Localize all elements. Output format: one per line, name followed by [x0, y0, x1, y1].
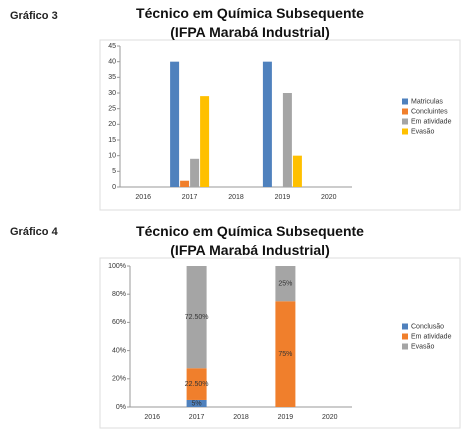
legend-swatch [402, 343, 408, 350]
legend-label: Em atividade [411, 118, 452, 125]
x-tick-label: 2017 [189, 414, 205, 421]
figure-label: Gráfico 4 [10, 226, 58, 238]
legend-label: Concluintes [411, 108, 448, 115]
x-tick-label: 2020 [322, 414, 338, 421]
legend-label: Conclusão [411, 323, 444, 330]
data-label: 72.50% [185, 314, 209, 321]
y-tick-label: 0% [116, 404, 126, 411]
y-tick-label: 10 [108, 153, 116, 160]
legend-swatch [402, 108, 408, 115]
figure-label: Gráfico 3 [10, 10, 58, 22]
y-tick-label: 35 [108, 74, 116, 81]
bar-segment [186, 368, 207, 400]
bar-segment [186, 266, 207, 369]
bar [200, 96, 210, 187]
legend-label: Em atividade [411, 333, 452, 340]
data-label: 22.50% [185, 381, 209, 388]
chart-frame [99, 257, 461, 429]
x-tick-label: 2016 [144, 414, 160, 421]
x-tick-label: 2018 [228, 194, 244, 201]
legend-label: Matriculas [411, 98, 443, 105]
chart-title: Técnico em Química Subsequente (IFPA Mar… [136, 5, 364, 40]
bar-segment [186, 399, 207, 407]
x-tick-label: 2017 [182, 194, 198, 201]
y-tick-label: 45 [108, 43, 116, 50]
data-label: 75% [278, 351, 292, 358]
legend-label: Evasão [411, 343, 434, 350]
y-tick-label: 20% [112, 376, 126, 383]
y-tick-label: 80% [112, 291, 126, 298]
legend-swatch [402, 128, 408, 135]
bar [262, 61, 272, 187]
x-tick-label: 2019 [275, 194, 291, 201]
y-tick-label: 60% [112, 319, 126, 326]
bar [180, 180, 190, 187]
bar [292, 155, 302, 187]
chart-title: Técnico em Química Subsequente (IFPA Mar… [136, 223, 364, 258]
data-label: 25% [278, 280, 292, 287]
y-tick-label: 40% [112, 347, 126, 354]
legend-swatch [402, 98, 408, 105]
x-tick-label: 2020 [321, 194, 337, 201]
bar [190, 158, 200, 187]
y-tick-label: 100% [108, 263, 126, 270]
y-tick-label: 15 [108, 137, 116, 144]
chart-frame [99, 39, 461, 211]
x-tick-label: 2019 [278, 414, 294, 421]
legend-swatch [402, 323, 408, 330]
bar [170, 61, 180, 187]
bar [282, 93, 292, 187]
y-tick-label: 25 [108, 106, 116, 113]
legend-label: Evasão [411, 128, 434, 135]
legend-swatch [402, 118, 408, 125]
x-tick-label: 2018 [233, 414, 249, 421]
y-tick-label: 40 [108, 59, 116, 66]
bar-segment [275, 301, 296, 407]
bar-segment [275, 266, 296, 302]
y-tick-label: 30 [108, 90, 116, 97]
y-tick-label: 20 [108, 121, 116, 128]
data-label: 5% [192, 400, 202, 407]
y-tick-label: 0 [112, 184, 116, 191]
legend-swatch [402, 333, 408, 340]
x-tick-label: 2016 [135, 194, 151, 201]
y-tick-label: 5 [112, 168, 116, 175]
